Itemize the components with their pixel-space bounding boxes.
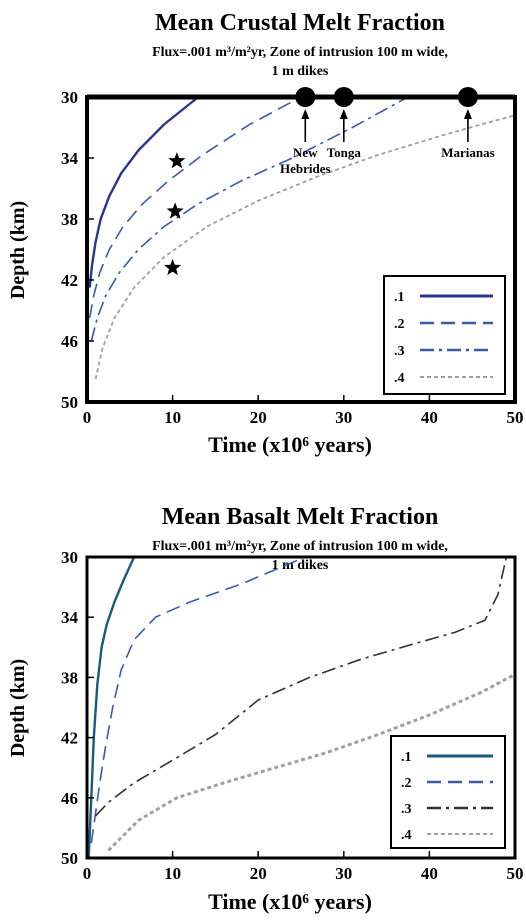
panel-1-y-ticks: 30 34 38 42 46 50 <box>61 88 94 412</box>
panel-2-x-ticks: 0 10 20 30 40 50 <box>83 851 524 883</box>
panel-2-y-tick-label-1: 34 <box>61 608 79 627</box>
panel-1-x-tick-label-3: 30 <box>335 408 352 427</box>
panel-1-series-line-4 <box>94 114 516 380</box>
panel-2-legend: .1 .2 .3 .4 <box>390 735 506 849</box>
panel-2-series-line-2 <box>90 556 306 844</box>
panel-1-x-tick-label-5: 50 <box>507 408 524 427</box>
panel-1-y-tick-label-5: 50 <box>61 393 78 412</box>
panel-2-y-tick-label-3: 42 <box>61 729 78 748</box>
panel-1-legend-label-3: .3 <box>394 344 405 359</box>
panel-2: Mean Basalt Melt Fraction Flux=.001 m³/m… <box>7 504 524 914</box>
panel-1-x-axis-label: Time (x10⁶ years) <box>208 432 372 457</box>
panel-1-star-marker-1 <box>168 152 186 169</box>
panel-1-legend-label-2: .2 <box>394 317 405 332</box>
panel-1-arc-label-1: New <box>293 145 318 160</box>
panel-1-star-marker-3 <box>164 258 182 276</box>
panel-1-y-tick-label-3: 42 <box>61 271 78 290</box>
panel-1-x-tick-label-4: 40 <box>421 408 438 427</box>
panel-2-y-ticks: 30 34 38 42 46 50 <box>61 548 94 868</box>
panel-1: Mean Crustal Melt Fraction Flux=.001 m³/… <box>7 10 524 457</box>
panel-2-x-tick-label-2: 20 <box>250 864 267 883</box>
panel-2-x-tick-label-0: 0 <box>83 864 92 883</box>
panel-1-series-line-2 <box>88 96 302 319</box>
panel-1-legend-label-1: .1 <box>394 290 405 305</box>
panel-1-arc-label-3: Marianas <box>441 145 494 160</box>
panel-1-y-tick-label-1: 34 <box>61 149 79 168</box>
panel-1-series-line-3 <box>90 96 409 342</box>
panel-1-marker-group <box>164 152 186 276</box>
panel-2-x-tick-label-3: 30 <box>335 864 352 883</box>
panel-2-legend-label-3: .3 <box>401 802 412 817</box>
panel-1-y-axis-label: Depth (km) <box>7 201 29 299</box>
panel-1-y-tick-label-4: 46 <box>61 332 78 351</box>
panel-2-series-line-4 <box>107 673 516 852</box>
panel-1-series-group <box>88 96 516 380</box>
panel-1-arc-arrowhead-2 <box>339 109 348 119</box>
panel-1-arc-label-1-line2: Hebrides <box>280 161 331 176</box>
panel-2-plot-frame <box>85 555 517 860</box>
panel-2-x-axis-label: Time (x10⁶ years) <box>208 889 372 914</box>
panel-2-y-tick-label-4: 46 <box>61 789 78 808</box>
panel-1-subtitle-line2: 1 m dikes <box>272 64 329 79</box>
panel-1-star-marker-2 <box>166 202 184 219</box>
panel-2-y-axis-label: Depth (km) <box>7 659 29 757</box>
panel-1-title: Mean Crustal Melt Fraction <box>155 10 445 36</box>
panel-1-legend-label-4: .4 <box>394 371 405 386</box>
panel-2-title: Mean Basalt Melt Fraction <box>162 504 439 530</box>
panel-2-y-tick-label-5: 50 <box>61 849 78 868</box>
panel-2-x-tick-label-5: 50 <box>507 864 524 883</box>
panel-2-y-tick-label-0: 30 <box>61 548 78 567</box>
panel-1-y-tick-label-0: 30 <box>61 88 78 107</box>
panel-2-series-line-1 <box>87 556 136 859</box>
panel-1-x-tick-label-0: 0 <box>83 408 92 427</box>
panel-1-y-tick-label-2: 38 <box>61 210 78 229</box>
panel-1-x-tick-label-1: 10 <box>164 408 181 427</box>
panel-1-subtitle-line1: Flux=.001 m³/m²yr, Zone of intrusion 100… <box>152 45 448 60</box>
panel-2-x-tick-label-4: 40 <box>421 864 438 883</box>
panel-2-legend-label-1: .1 <box>401 750 412 765</box>
panel-2-subtitle-line1: Flux=.001 m³/m²yr, Zone of intrusion 100… <box>152 539 448 554</box>
panel-2-legend-label-2: .2 <box>401 776 412 791</box>
panel-1-arc-arrowhead-3 <box>463 109 472 119</box>
panel-1-series-line-1 <box>88 96 200 288</box>
panel-2-subtitle-line2: 1 m dikes <box>272 558 329 573</box>
panel-2-legend-label-4: .4 <box>401 828 412 843</box>
panel-1-x-tick-label-2: 20 <box>250 408 267 427</box>
panel-1-x-ticks: 0 10 20 30 40 50 <box>83 395 524 427</box>
panel-2-series-line-3 <box>95 556 508 817</box>
panel-1-arc-arrowhead-1 <box>301 109 310 119</box>
panel-1-arc-label-2: Tonga <box>327 145 362 160</box>
panel-2-y-tick-label-2: 38 <box>61 668 78 687</box>
panel-2-series-group <box>87 556 516 859</box>
panel-2-x-tick-label-1: 10 <box>164 864 181 883</box>
panel-1-legend: .1 .2 .3 .4 <box>383 275 506 395</box>
